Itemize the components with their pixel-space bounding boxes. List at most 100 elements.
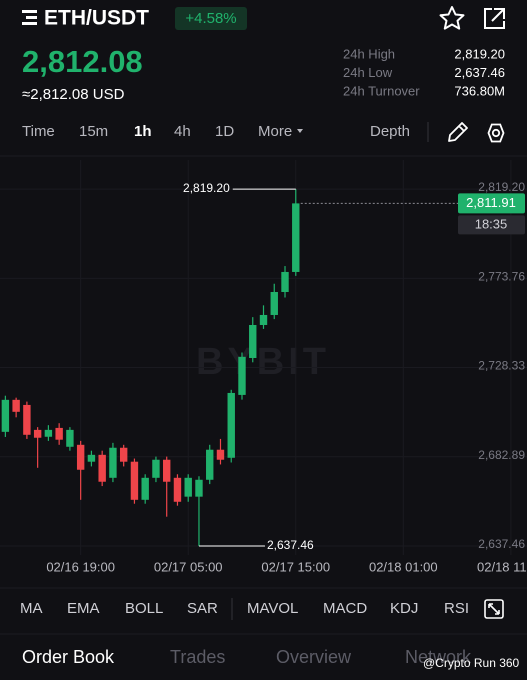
tab-bar: Order Book Trades Overview Network	[22, 647, 472, 667]
tab[interactable]: Order Book	[22, 647, 115, 667]
stat-label: 24h Turnover	[343, 83, 420, 98]
last-price-tag	[458, 193, 525, 214]
favorite-icon[interactable]	[439, 6, 465, 30]
x-tick-label: 02/18 01:00	[369, 559, 438, 574]
settings-dot	[491, 128, 501, 138]
stat-value: 2,637.46	[454, 65, 505, 80]
stat-label: 24h High	[343, 46, 395, 61]
candle-body	[270, 291, 278, 315]
stat-value: 736.80M	[454, 83, 505, 98]
candle-body	[152, 459, 160, 478]
fullscreen-arrows	[488, 603, 500, 615]
candle-body	[141, 477, 149, 500]
candle-body	[249, 324, 257, 358]
fullscreen-icon[interactable]	[484, 599, 504, 619]
candle-body	[98, 454, 106, 482]
chart: BYBIT 2,819.20 2,773.76 2,728.33 2,682.89 2,6…	[0, 160, 527, 574]
menu-bar	[22, 22, 37, 25]
change-badge	[175, 7, 247, 30]
indicator-tab[interactable]: BOLL	[125, 600, 163, 617]
candle-body	[184, 477, 192, 497]
x-tick-label: 02/18 11:00	[477, 559, 527, 574]
candle-body	[66, 429, 74, 447]
candle-body	[119, 447, 128, 462]
candle-body	[12, 399, 20, 412]
settings-icon[interactable]	[487, 123, 505, 143]
stat-value: 2,819.20	[454, 46, 505, 61]
indicator-bar: MA EMA BOLL SAR MAVOL MACD KDJ RSI	[20, 600, 469, 617]
last-price: 2,812.08	[22, 44, 143, 79]
indicator-tab[interactable]: MA	[20, 600, 43, 617]
timeframe-tab[interactable]: More	[258, 123, 292, 140]
indicator-fade	[470, 592, 527, 626]
timeframe-bar: Time 15m 1h 4h 1D More	[22, 123, 292, 140]
approx-price: ≈2,812.08 USD	[22, 86, 125, 103]
tab[interactable]: Trades	[170, 647, 225, 667]
countdown: 18:35	[475, 216, 508, 231]
timeframe-tab[interactable]: 1D	[215, 123, 234, 140]
low-label: 2,637.46	[267, 538, 314, 552]
x-tick-label: 02/17 05:00	[154, 559, 223, 574]
share-arrow	[491, 8, 505, 22]
candle-body	[259, 314, 268, 325]
settings-hex	[487, 123, 505, 143]
menu-icon[interactable]	[22, 10, 37, 25]
timeframe-tab[interactable]: 1h	[134, 123, 152, 140]
candle-body	[238, 356, 246, 395]
candle-body	[206, 449, 214, 480]
last-price-label: 2,811.91	[466, 195, 516, 210]
indicator-tab[interactable]: KDJ	[390, 600, 418, 617]
candle-body	[87, 454, 96, 462]
y-tick-label: 2,728.33	[478, 359, 525, 373]
stat-label: 24h Low	[343, 65, 393, 80]
tab[interactable]: Overview	[276, 647, 352, 667]
credit-watermark: @Crypto Run 360	[423, 656, 520, 670]
indicator-tab[interactable]: RSI	[444, 600, 469, 617]
draw-icon[interactable]	[448, 122, 468, 142]
x-tick-label: 02/17 15:00	[261, 559, 330, 574]
tab[interactable]: Network	[405, 647, 472, 667]
candle-body	[195, 479, 203, 497]
share-box	[484, 8, 505, 29]
change: +4.58%	[185, 10, 236, 27]
candle-body	[216, 449, 225, 460]
stats: 24h High 2,819.20 24h Low 2,637.46 24h Turno…	[343, 46, 505, 98]
candle-body	[173, 477, 182, 502]
candle-body	[33, 429, 42, 438]
y-tick-label: 2,637.46	[478, 537, 525, 551]
menu-bar	[22, 10, 37, 13]
candle-body	[55, 427, 63, 440]
indicator-tab[interactable]: SAR	[187, 600, 218, 617]
x-tick-label: 02/16 19:00	[46, 559, 115, 574]
candle-body	[44, 429, 53, 437]
y-tick-label: 2,773.76	[478, 269, 525, 283]
candle-body	[227, 392, 235, 458]
y-tick-label: 2,819.20	[478, 180, 525, 194]
dropdown-caret	[297, 129, 303, 133]
timeframe-tab[interactable]: Time	[22, 123, 55, 140]
candle-body	[76, 444, 85, 470]
pair[interactable]: ETH/USDT	[44, 7, 149, 30]
y-tick-label: 2,682.89	[478, 448, 525, 462]
timeframe-tab[interactable]: 4h	[174, 123, 191, 140]
candle-body	[281, 271, 289, 292]
depth-tab[interactable]: Depth	[370, 123, 410, 140]
indicator-tab[interactable]: EMA	[67, 600, 100, 617]
countdown-tag	[458, 215, 525, 235]
candle-body	[1, 399, 10, 432]
indicator-tab[interactable]: MACD	[323, 600, 367, 617]
timeframe-tab[interactable]: 15m	[79, 123, 108, 140]
candle-body	[23, 404, 31, 435]
fullscreen-box	[484, 599, 504, 619]
high-label: 2,819.20	[183, 181, 230, 195]
candle-body	[163, 459, 171, 482]
share-icon[interactable]	[484, 8, 505, 29]
indicator-tab[interactable]: MAVOL	[247, 600, 298, 617]
candle-body	[130, 461, 139, 500]
candle-body	[109, 447, 117, 478]
watermark: BYBIT	[196, 341, 330, 383]
candle-body	[292, 203, 300, 272]
